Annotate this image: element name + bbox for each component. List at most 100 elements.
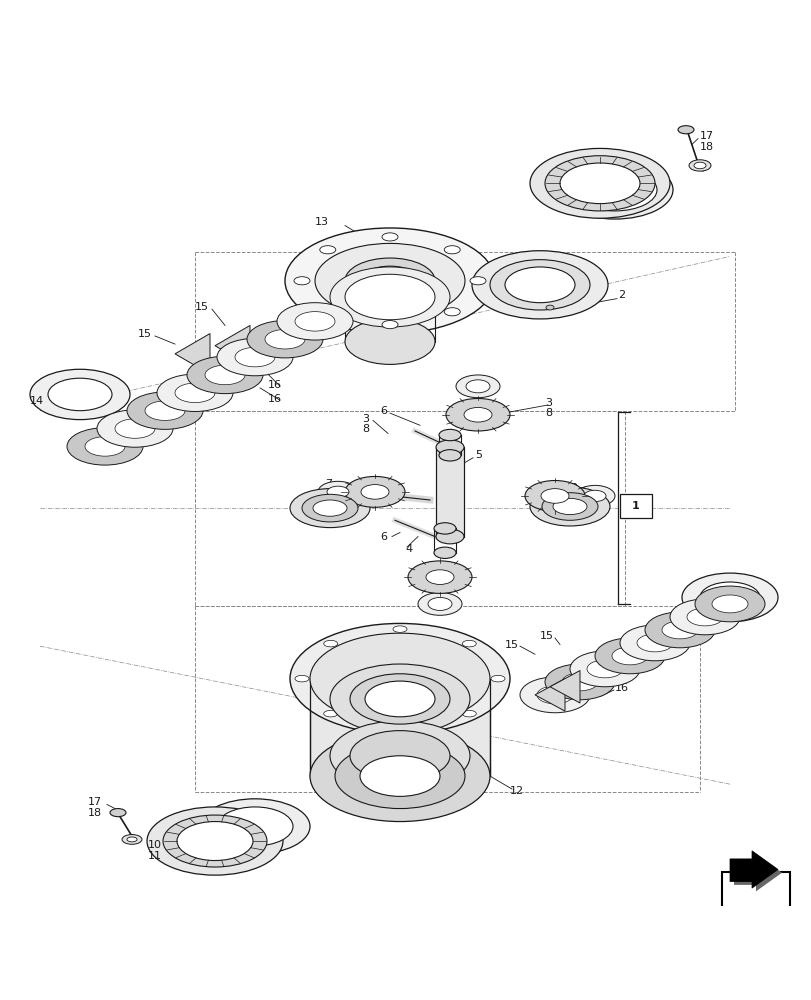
Ellipse shape xyxy=(436,440,463,455)
Ellipse shape xyxy=(418,593,461,615)
Ellipse shape xyxy=(463,407,491,422)
Ellipse shape xyxy=(470,277,486,285)
Polygon shape xyxy=(175,334,210,374)
FancyBboxPatch shape xyxy=(620,494,650,518)
Ellipse shape xyxy=(444,308,460,316)
Ellipse shape xyxy=(433,547,456,558)
Ellipse shape xyxy=(586,660,622,678)
Ellipse shape xyxy=(109,809,126,817)
Ellipse shape xyxy=(359,266,419,295)
Ellipse shape xyxy=(677,126,693,134)
Ellipse shape xyxy=(290,623,509,734)
Ellipse shape xyxy=(491,675,504,682)
Ellipse shape xyxy=(122,835,142,844)
Ellipse shape xyxy=(320,308,336,316)
Ellipse shape xyxy=(204,365,245,385)
Ellipse shape xyxy=(345,476,405,507)
Text: 1: 1 xyxy=(631,501,639,511)
Text: 12: 12 xyxy=(509,786,523,796)
Ellipse shape xyxy=(545,305,553,310)
Text: 11: 11 xyxy=(148,851,162,861)
Text: 16: 16 xyxy=(614,683,629,693)
Ellipse shape xyxy=(686,608,722,626)
Ellipse shape xyxy=(471,251,607,319)
Ellipse shape xyxy=(350,674,449,724)
Text: 15: 15 xyxy=(138,329,152,339)
Ellipse shape xyxy=(552,498,586,515)
Text: 7: 7 xyxy=(324,479,332,489)
Ellipse shape xyxy=(525,481,584,511)
Ellipse shape xyxy=(290,489,370,528)
Ellipse shape xyxy=(669,599,739,635)
Ellipse shape xyxy=(48,378,112,411)
Ellipse shape xyxy=(530,487,609,526)
Text: 6: 6 xyxy=(380,532,387,542)
Text: 8: 8 xyxy=(544,408,551,418)
Ellipse shape xyxy=(439,450,461,461)
Ellipse shape xyxy=(200,799,310,854)
Ellipse shape xyxy=(544,156,654,211)
Ellipse shape xyxy=(426,570,453,584)
Ellipse shape xyxy=(436,529,463,544)
Ellipse shape xyxy=(489,260,590,310)
Text: 13: 13 xyxy=(315,217,328,227)
Ellipse shape xyxy=(661,621,697,639)
Ellipse shape xyxy=(115,419,155,438)
Ellipse shape xyxy=(681,573,777,622)
Text: 3: 3 xyxy=(544,398,551,408)
Ellipse shape xyxy=(693,162,705,169)
Ellipse shape xyxy=(456,375,500,398)
Ellipse shape xyxy=(530,148,669,218)
Text: 16: 16 xyxy=(268,380,281,390)
Polygon shape xyxy=(310,679,489,776)
Ellipse shape xyxy=(294,277,310,285)
Ellipse shape xyxy=(439,429,461,441)
Ellipse shape xyxy=(561,673,597,691)
Text: 5: 5 xyxy=(474,450,482,460)
Ellipse shape xyxy=(407,561,471,593)
Ellipse shape xyxy=(329,267,449,327)
Text: 10: 10 xyxy=(558,164,573,174)
Polygon shape xyxy=(534,679,564,711)
Polygon shape xyxy=(733,854,781,891)
Ellipse shape xyxy=(694,586,764,622)
Ellipse shape xyxy=(147,807,283,875)
Ellipse shape xyxy=(175,383,215,403)
Text: 3: 3 xyxy=(362,414,368,424)
Ellipse shape xyxy=(67,428,143,465)
Ellipse shape xyxy=(540,489,569,503)
Ellipse shape xyxy=(569,651,639,687)
Ellipse shape xyxy=(393,725,406,731)
Ellipse shape xyxy=(234,347,275,367)
Ellipse shape xyxy=(318,481,358,502)
Ellipse shape xyxy=(381,233,397,241)
Text: 8: 8 xyxy=(362,424,369,434)
Text: 4: 4 xyxy=(405,544,412,554)
Polygon shape xyxy=(436,447,463,537)
Ellipse shape xyxy=(504,267,574,303)
Ellipse shape xyxy=(320,246,336,254)
Ellipse shape xyxy=(644,612,714,648)
Ellipse shape xyxy=(285,228,495,334)
Ellipse shape xyxy=(519,677,590,713)
Text: 9: 9 xyxy=(569,483,577,493)
Text: 16: 16 xyxy=(268,393,281,403)
Ellipse shape xyxy=(327,486,349,498)
Ellipse shape xyxy=(361,485,388,499)
Ellipse shape xyxy=(711,595,747,613)
Polygon shape xyxy=(215,325,250,366)
Bar xyxy=(721,872,789,919)
Ellipse shape xyxy=(312,500,346,516)
Polygon shape xyxy=(549,671,579,703)
Text: 8: 8 xyxy=(430,595,436,605)
Ellipse shape xyxy=(345,319,435,364)
Text: 17: 17 xyxy=(88,797,102,807)
Text: 6: 6 xyxy=(380,406,387,416)
Ellipse shape xyxy=(573,169,656,211)
Ellipse shape xyxy=(699,582,759,613)
Text: 16: 16 xyxy=(614,672,629,682)
Ellipse shape xyxy=(461,640,476,647)
Ellipse shape xyxy=(324,710,337,717)
Ellipse shape xyxy=(556,161,672,219)
Ellipse shape xyxy=(541,493,597,520)
